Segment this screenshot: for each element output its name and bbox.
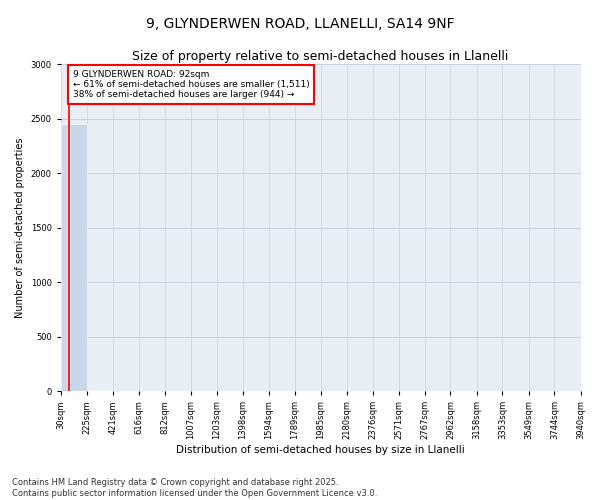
Title: Size of property relative to semi-detached houses in Llanelli: Size of property relative to semi-detach…: [133, 50, 509, 63]
Y-axis label: Number of semi-detached properties: Number of semi-detached properties: [15, 138, 25, 318]
X-axis label: Distribution of semi-detached houses by size in Llanelli: Distribution of semi-detached houses by …: [176, 445, 465, 455]
Bar: [61, 124, 86, 391]
Text: 9 GLYNDERWEN ROAD: 92sqm
← 61% of semi-detached houses are smaller (1,511)
38% o: 9 GLYNDERWEN ROAD: 92sqm ← 61% of semi-d…: [73, 70, 310, 100]
Text: 9, GLYNDERWEN ROAD, LLANELLI, SA14 9NF: 9, GLYNDERWEN ROAD, LLANELLI, SA14 9NF: [146, 18, 454, 32]
Bar: [86, 390, 113, 391]
Text: Contains HM Land Registry data © Crown copyright and database right 2025.
Contai: Contains HM Land Registry data © Crown c…: [12, 478, 377, 498]
